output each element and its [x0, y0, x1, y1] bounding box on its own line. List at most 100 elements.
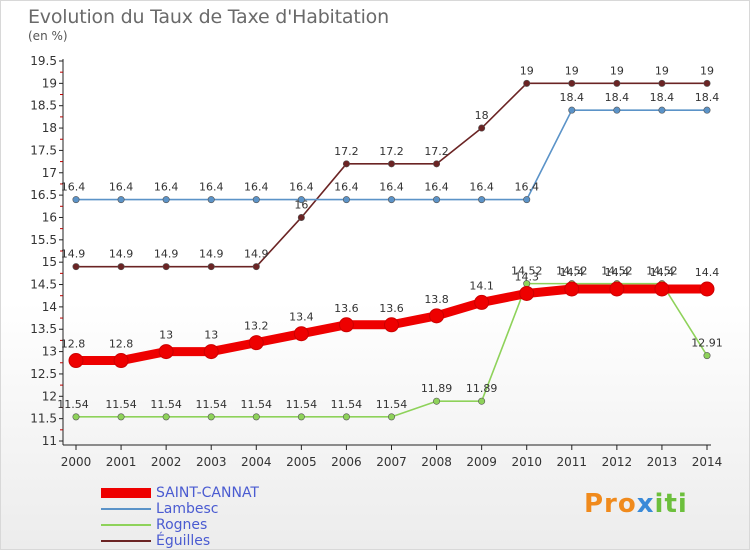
data-point: [433, 196, 441, 204]
data-point: [72, 413, 80, 421]
legend-swatch: [101, 488, 151, 498]
y-tick-label: 14.5: [30, 278, 57, 292]
data-label: 14.9: [109, 248, 134, 261]
data-point: [72, 263, 80, 271]
chart-title: Evolution du Taux de Taxe d'Habitation: [28, 6, 389, 28]
y-tick-label: 18.5: [30, 99, 57, 113]
data-point: [297, 196, 305, 204]
data-point: [252, 413, 260, 421]
y-tick-label: 14: [42, 300, 57, 314]
x-tick-label: 2004: [241, 455, 272, 469]
x-tick-label: 2010: [511, 455, 542, 469]
data-point: [699, 281, 715, 297]
data-point: [207, 263, 215, 271]
data-label: 18.4: [605, 91, 630, 104]
data-label: 12.8: [109, 338, 134, 351]
data-point: [703, 352, 711, 360]
data-label: 17.2: [379, 145, 404, 158]
data-point: [703, 79, 711, 87]
data-point: [68, 353, 84, 369]
x-tick-label: 2009: [466, 455, 497, 469]
logo-part: Pro: [584, 489, 637, 519]
data-label: 11.54: [57, 398, 89, 411]
data-point: [248, 335, 264, 351]
data-label: 19: [520, 64, 534, 77]
data-label: 11.54: [286, 398, 318, 411]
data-point: [523, 79, 531, 87]
data-point: [387, 196, 395, 204]
data-label: 12.8: [61, 338, 86, 351]
data-label: 11.89: [466, 382, 498, 395]
legend-label: Éguilles: [156, 533, 211, 549]
data-label: 19: [655, 64, 669, 77]
data-label: 13: [204, 329, 218, 342]
data-point: [297, 413, 305, 421]
data-label: 14.52: [556, 265, 588, 278]
x-tick-label: 2005: [286, 455, 317, 469]
data-point: [113, 353, 129, 369]
data-label: 16.4: [244, 181, 269, 194]
y-tick-label: 16.5: [30, 188, 57, 202]
data-label: 19: [565, 64, 579, 77]
data-label: 13.2: [244, 320, 269, 333]
data-label: 16.4: [289, 181, 314, 194]
data-label: 14.3: [514, 270, 539, 283]
data-label: 19: [610, 64, 624, 77]
data-label: 16.4: [61, 181, 86, 194]
data-point: [609, 281, 625, 297]
data-label: 14.52: [646, 265, 678, 278]
x-tick-label: 2008: [421, 455, 452, 469]
data-label: 17.2: [334, 145, 359, 158]
data-point: [293, 326, 309, 342]
data-label: 13.6: [379, 302, 404, 315]
legend-swatch: [101, 524, 151, 526]
data-label: 16.4: [199, 181, 224, 194]
data-point: [474, 294, 490, 310]
x-tick-label: 2013: [647, 455, 678, 469]
data-point: [203, 344, 219, 360]
x-tick-label: 2011: [557, 455, 588, 469]
proxiti-logo: Proxiti: [584, 489, 688, 519]
logo-part: iti: [654, 489, 688, 519]
data-point: [252, 196, 260, 204]
y-tick-label: 11.5: [30, 412, 57, 426]
y-tick-label: 12: [42, 389, 57, 403]
data-point: [658, 79, 666, 87]
data-label: 18.4: [560, 91, 585, 104]
data-label: 11.54: [241, 398, 273, 411]
data-label: 14.4: [560, 266, 585, 279]
x-tick-label: 2001: [106, 455, 137, 469]
y-tick-label: 17.5: [30, 143, 57, 157]
data-label: 14.9: [244, 248, 269, 261]
x-tick-label: 2003: [196, 455, 227, 469]
data-label: 14.4: [650, 266, 675, 279]
y-tick-label: 17: [42, 166, 57, 180]
logo-part: x: [636, 489, 655, 519]
data-point: [433, 160, 441, 168]
x-tick-label: 2014: [692, 455, 723, 469]
data-point: [384, 317, 399, 333]
y-tick-label: 13: [42, 345, 57, 359]
legend-label: Rognes: [156, 517, 208, 533]
data-point: [162, 413, 170, 421]
data-label: 19: [700, 64, 714, 77]
data-label: 18.4: [695, 91, 720, 104]
y-tick-label: 15: [42, 255, 57, 269]
y-tick-label: 11: [42, 434, 57, 448]
data-point: [342, 196, 350, 204]
data-label: 11.54: [150, 398, 182, 411]
data-label: 14.1: [469, 279, 494, 292]
data-label: 12.91: [691, 337, 723, 350]
data-label: 16.4: [334, 181, 359, 194]
y-tick-label: 19.5: [30, 54, 57, 68]
data-label: 16: [294, 198, 308, 211]
data-point: [658, 106, 666, 114]
data-point: [654, 281, 670, 297]
data-point: [703, 106, 711, 114]
data-point: [568, 79, 576, 87]
data-point: [523, 196, 531, 204]
data-label: 13.6: [334, 302, 359, 315]
data-point: [478, 196, 486, 204]
